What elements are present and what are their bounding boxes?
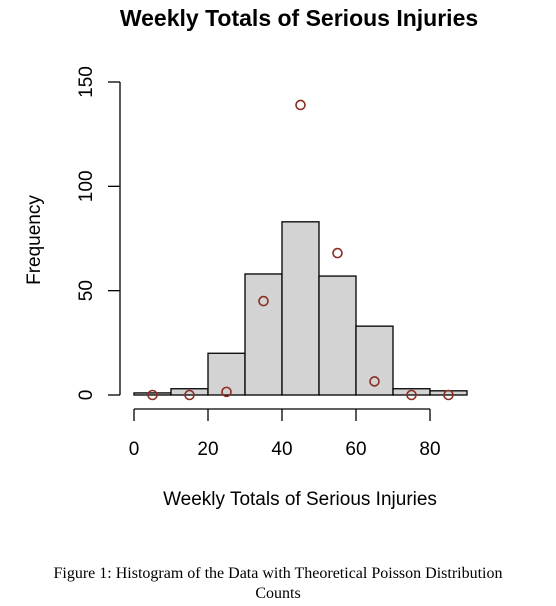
- histogram-bar: [392, 388, 431, 396]
- histogram-bar: [318, 275, 357, 396]
- histogram-bars: [133, 221, 468, 396]
- x-tick-label: 80: [419, 439, 440, 460]
- caption-line-2: Counts: [255, 585, 301, 602]
- poisson-point: [258, 295, 269, 307]
- histogram-bar: [281, 221, 320, 396]
- x-axis: 0 20 40 60 80: [129, 408, 441, 460]
- histogram-bar: [429, 390, 468, 396]
- y-tick-label: 50: [76, 280, 97, 301]
- histogram-bar: [170, 388, 209, 396]
- poisson-point: [221, 386, 232, 398]
- x-tick-label: 20: [197, 439, 218, 460]
- poisson-point: [406, 389, 417, 401]
- poisson-points: [147, 99, 454, 401]
- x-tick-label: 40: [271, 439, 292, 460]
- histogram-bar: [207, 352, 246, 396]
- poisson-point: [147, 389, 158, 401]
- y-axis-label: Frequency: [24, 195, 45, 285]
- y-axis: 0 50 100 150: [76, 66, 121, 401]
- caption-line-1: Figure 1: Histogram of the Data with The…: [53, 565, 503, 582]
- poisson-point: [443, 389, 454, 401]
- chart-title: Weekly Totals of Serious Injuries: [120, 5, 478, 31]
- histogram-chart: Weekly Totals of Serious Injuries 0 50 100…: [24, 5, 478, 510]
- x-axis-label: Weekly Totals of Serious Injuries: [163, 489, 437, 510]
- figure-caption: Figure 1: Histogram of the Data with The…: [0, 564, 556, 604]
- poisson-point: [184, 389, 195, 401]
- histogram-bar: [133, 392, 172, 396]
- y-tick-label: 0: [76, 390, 97, 401]
- poisson-point: [369, 376, 380, 387]
- x-tick-label: 60: [345, 439, 366, 460]
- poisson-point: [332, 247, 343, 259]
- histogram-bar: [355, 325, 394, 396]
- histogram-bar: [244, 273, 283, 396]
- x-tick-label: 0: [129, 439, 140, 460]
- y-tick-label: 150: [76, 66, 97, 98]
- y-tick-label: 100: [76, 170, 97, 202]
- poisson-point: [295, 99, 306, 111]
